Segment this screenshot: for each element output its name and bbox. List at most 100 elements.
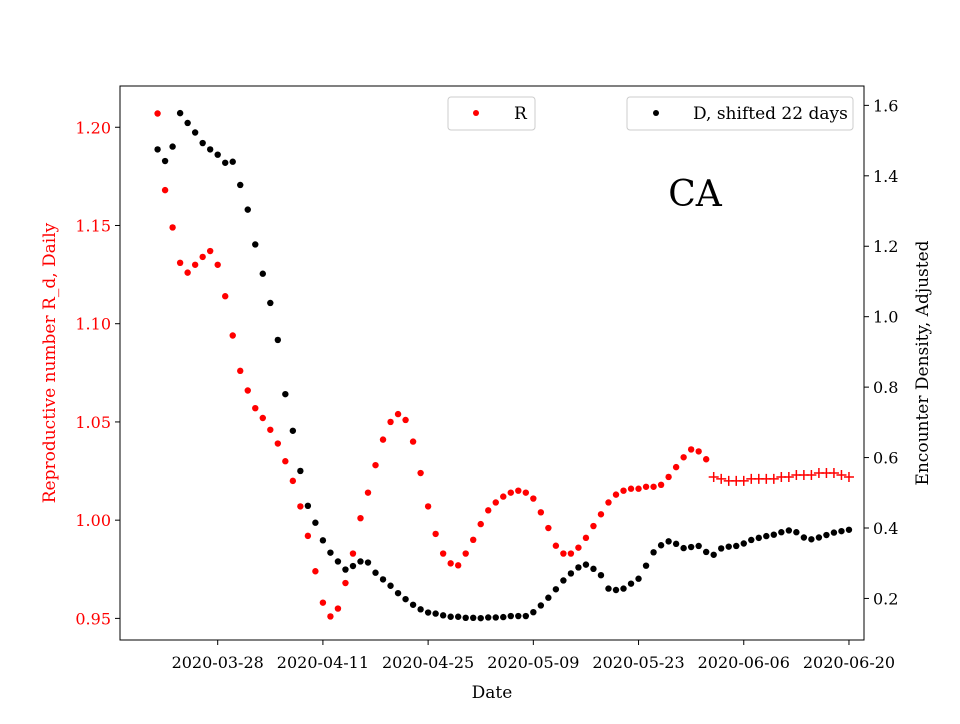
d-point xyxy=(439,612,447,619)
d-point xyxy=(635,575,642,582)
x-tick-label: 2020-05-23 xyxy=(592,653,684,672)
r-plus-point xyxy=(716,473,727,484)
r-point xyxy=(530,495,537,502)
d-point xyxy=(417,606,424,613)
r-point xyxy=(507,489,514,496)
r-point xyxy=(485,507,492,514)
r-point xyxy=(439,550,447,557)
r-point xyxy=(470,536,477,544)
r-point xyxy=(244,387,251,394)
d-point xyxy=(680,544,687,552)
r-point xyxy=(319,599,327,606)
d-point xyxy=(304,502,312,510)
r-plus-point xyxy=(738,475,749,486)
r-point xyxy=(409,438,417,445)
r-point xyxy=(191,261,199,268)
x-axis: 2020-03-28 2020-04-11 2020-04-25 2020-05-09… xyxy=(172,640,895,672)
d-point xyxy=(657,542,665,549)
d-point xyxy=(500,613,507,621)
r-point xyxy=(252,404,259,412)
series-1 xyxy=(708,468,854,486)
right-y-tick-label: 1.6 xyxy=(873,96,898,115)
d-point xyxy=(740,540,747,547)
legend-r-label: R xyxy=(514,104,528,124)
right-y-tick-label: 0.2 xyxy=(873,589,898,608)
r-point xyxy=(184,269,191,276)
d-point xyxy=(394,589,402,597)
left-y-axis-label: Reproductive number R_d, Daily xyxy=(40,222,60,503)
d-point xyxy=(718,545,725,552)
d-point xyxy=(477,614,484,622)
r-plus-point xyxy=(806,469,817,480)
r-point xyxy=(567,550,575,557)
d-point xyxy=(560,577,567,584)
r-point xyxy=(515,487,522,494)
d-point xyxy=(154,146,161,153)
left-y-tick-label: 1.15 xyxy=(75,216,111,235)
r-point xyxy=(372,461,379,469)
d-point xyxy=(537,602,545,609)
d-point xyxy=(357,558,364,565)
d-point xyxy=(830,529,838,536)
d-point xyxy=(169,143,176,150)
d-point xyxy=(530,608,537,616)
d-point xyxy=(447,613,454,620)
d-point xyxy=(244,206,251,213)
left-y-axis: 0.95 1.00 1.05 1.10 1.15 1.20 xyxy=(75,118,120,628)
d-point xyxy=(327,549,334,556)
d-point xyxy=(507,612,514,620)
d-point xyxy=(575,564,582,571)
r-point xyxy=(297,503,304,510)
d-point xyxy=(409,601,417,608)
d-point xyxy=(545,594,552,601)
d-point xyxy=(229,158,236,165)
r-point xyxy=(552,542,560,549)
x-tick-label: 2020-05-09 xyxy=(487,653,579,672)
d-point xyxy=(597,571,605,579)
d-point xyxy=(237,181,244,189)
r-point xyxy=(379,436,387,443)
r-point xyxy=(635,485,642,492)
x-axis-label: Date xyxy=(472,683,513,703)
d-point xyxy=(770,531,778,538)
legend-d-marker xyxy=(653,110,659,116)
r-point xyxy=(597,511,605,518)
d-point xyxy=(687,543,695,551)
r-point xyxy=(402,416,409,424)
left-y-tick-label: 1.05 xyxy=(75,413,111,432)
right-y-tick-label: 0.8 xyxy=(873,378,898,397)
d-point xyxy=(259,270,266,277)
r-point xyxy=(267,426,274,433)
d-point xyxy=(462,614,469,622)
r-point xyxy=(312,568,319,575)
d-point xyxy=(845,526,853,533)
d-point xyxy=(349,562,357,570)
r-point xyxy=(642,483,650,490)
r-point xyxy=(206,247,214,255)
legend-r-marker xyxy=(473,110,479,116)
d-point xyxy=(612,586,620,594)
right-y-axis-label: Encounter Density, Adjusted xyxy=(913,240,933,485)
d-point xyxy=(748,536,755,544)
r-point xyxy=(289,477,297,485)
d-point xyxy=(627,580,635,587)
r-point xyxy=(687,446,695,453)
d-point xyxy=(838,527,845,535)
d-point xyxy=(424,609,432,616)
x-tick-label: 2020-06-06 xyxy=(698,653,790,672)
series-2 xyxy=(154,109,853,622)
d-point xyxy=(274,336,282,344)
d-point xyxy=(184,119,191,127)
left-y-tick-label: 1.10 xyxy=(75,315,111,334)
d-point xyxy=(695,542,702,550)
r-plus-point xyxy=(843,471,854,482)
r-point xyxy=(702,456,710,463)
r-point xyxy=(327,613,334,620)
legend-d-label: D, shifted 22 days xyxy=(693,104,848,124)
r-point xyxy=(214,261,221,268)
r-plus-point xyxy=(708,471,719,482)
right-y-axis: 0.2 0.4 0.6 0.8 1.0 1.2 1.4 1.6 xyxy=(864,96,898,608)
r-point xyxy=(334,605,342,612)
d-point xyxy=(515,612,522,620)
r-point xyxy=(454,562,462,569)
